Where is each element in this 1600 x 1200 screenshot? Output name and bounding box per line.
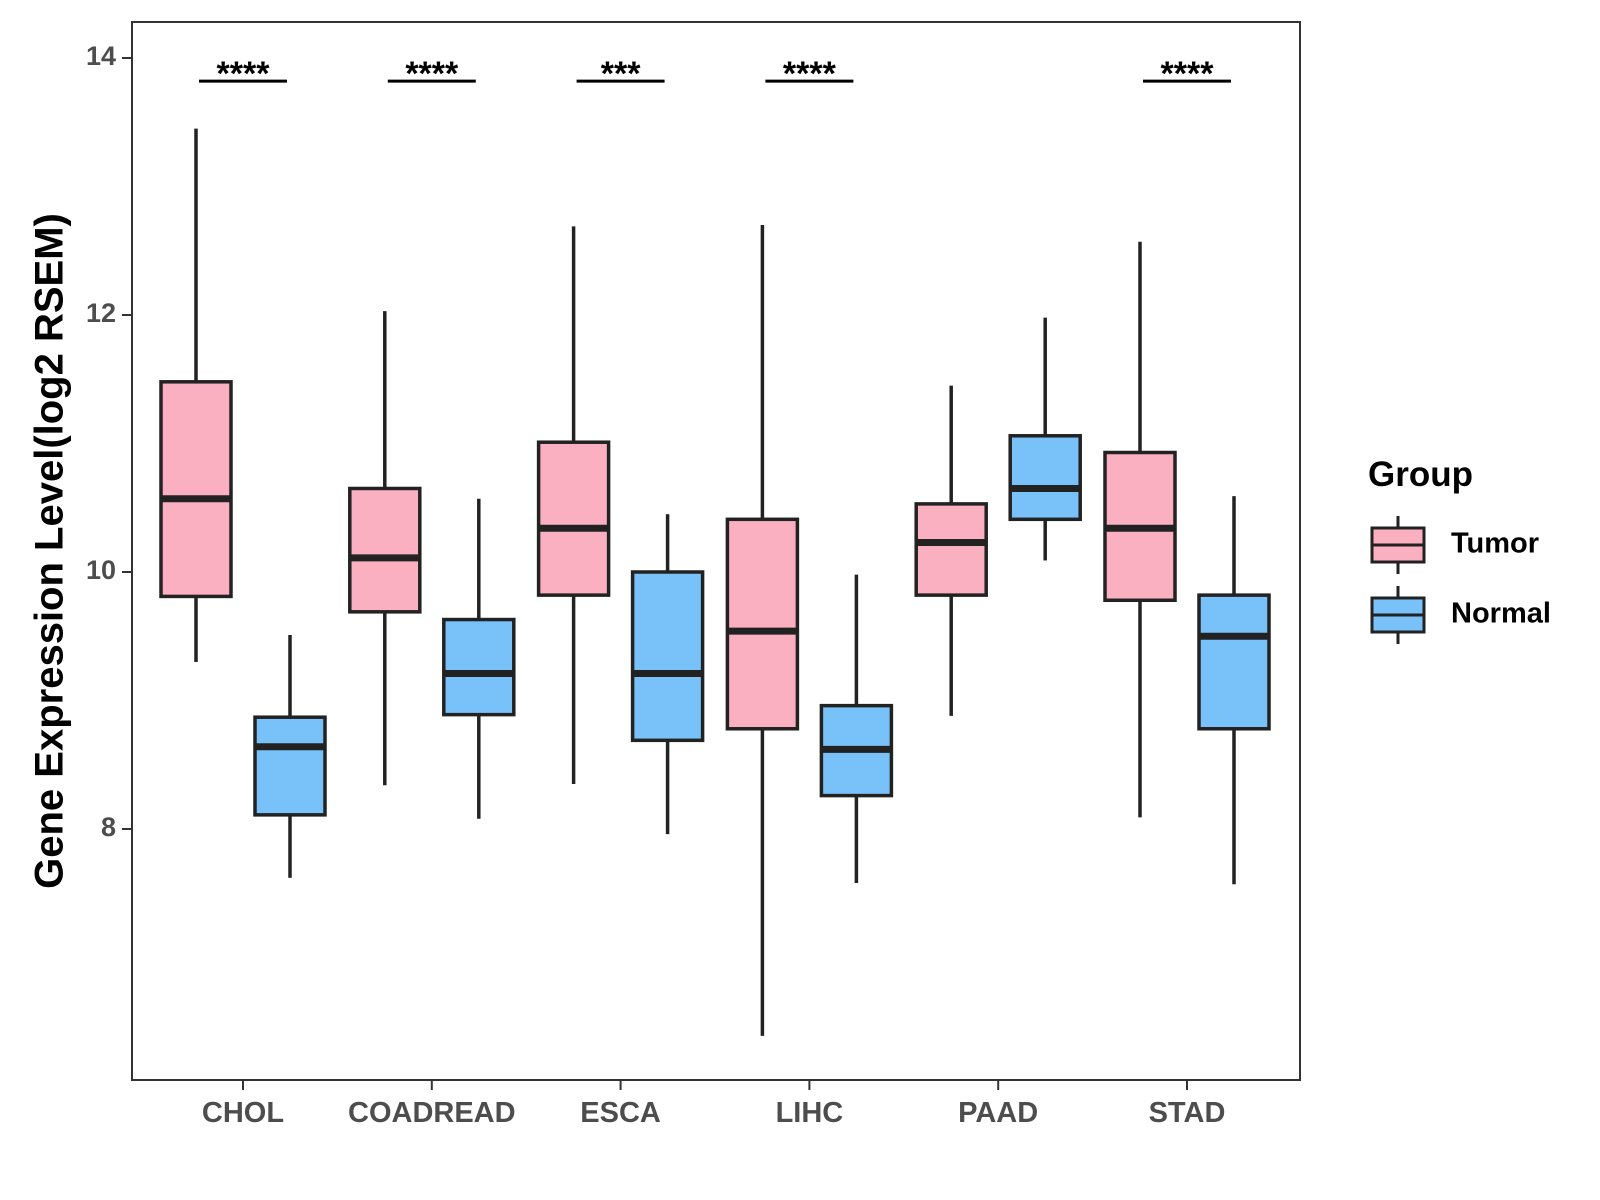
significance-label: ****: [217, 55, 271, 93]
box-body: [442, 617, 516, 717]
box-normal-stad: [1197, 496, 1271, 885]
box-body: [630, 570, 705, 743]
y-axis-title: Gene Expression Level(log2 RSEM): [28, 213, 72, 889]
box-body: [1197, 593, 1271, 731]
legend-key-normal: [1370, 586, 1426, 644]
box-body: [914, 502, 988, 597]
box-normal-coadread: [442, 498, 516, 819]
legend-label-normal: Normal: [1451, 598, 1551, 630]
plot-panel-border: [131, 21, 1301, 1081]
legend-key-tumor: [1370, 516, 1426, 574]
box-body: [1008, 434, 1082, 522]
box-body: [253, 715, 327, 817]
significance-label: ***: [601, 55, 641, 93]
box-tumor-chol: [159, 128, 233, 662]
box-tumor-esca: [536, 226, 611, 785]
box-normal-lihc: [819, 574, 894, 883]
box-body: [348, 486, 422, 614]
box-layer: [159, 128, 1271, 1036]
box-tumor-paad: [914, 385, 988, 716]
box-normal-paad: [1008, 317, 1082, 561]
box-normal-esca: [630, 514, 705, 835]
box-body: [725, 517, 800, 731]
box-tumor-coadread: [348, 311, 422, 786]
x-tick-label: LIHC: [776, 1097, 844, 1129]
significance-layer: **** **** *** **** ****: [199, 55, 1231, 93]
x-tick-label: PAAD: [958, 1097, 1038, 1129]
x-tick-label: STAD: [1149, 1097, 1226, 1129]
legend-title: Group: [1368, 455, 1473, 494]
significance-label: ****: [783, 55, 837, 93]
y-tick-label: 14: [86, 41, 116, 71]
legend: Group Tumor Normal: [1368, 455, 1551, 644]
box-body: [536, 440, 611, 597]
x-tick-label: CHOL: [202, 1097, 284, 1129]
x-axis: CHOL COADREAD ESCA LIHC PAAD STAD: [202, 1080, 1225, 1129]
significance-label: ****: [1161, 55, 1215, 93]
legend-label-tumor: Tumor: [1451, 528, 1539, 560]
box-tumor-stad: [1103, 241, 1177, 818]
box-normal-chol: [253, 634, 327, 878]
significance-label: ****: [405, 55, 459, 93]
y-tick-label: 12: [86, 298, 116, 328]
y-axis: 8 10 12 14: [86, 41, 132, 842]
y-tick-label: 8: [101, 812, 116, 842]
box-tumor-lihc: [725, 225, 800, 1036]
x-tick-label: ESCA: [580, 1097, 661, 1129]
x-tick-label: COADREAD: [348, 1097, 516, 1129]
y-tick-label: 10: [86, 555, 116, 585]
box-body: [159, 380, 233, 599]
